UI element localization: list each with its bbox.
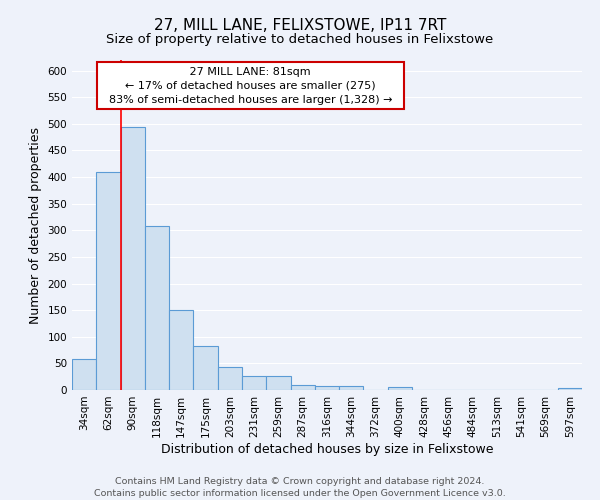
Text: 27, MILL LANE, FELIXSTOWE, IP11 7RT: 27, MILL LANE, FELIXSTOWE, IP11 7RT xyxy=(154,18,446,32)
Bar xyxy=(121,126,145,390)
Bar xyxy=(388,388,412,390)
Bar xyxy=(193,346,218,390)
Bar xyxy=(266,376,290,390)
Text: Size of property relative to detached houses in Felixstowe: Size of property relative to detached ho… xyxy=(106,32,494,46)
Bar xyxy=(558,388,582,390)
Bar xyxy=(242,376,266,390)
Text: 27 MILL LANE: 81sqm     
  ← 17% of detached houses are smaller (275)  
  83% of: 27 MILL LANE: 81sqm ← 17% of detached ho… xyxy=(102,66,399,104)
X-axis label: Distribution of detached houses by size in Felixstowe: Distribution of detached houses by size … xyxy=(161,442,493,456)
Y-axis label: Number of detached properties: Number of detached properties xyxy=(29,126,42,324)
Bar xyxy=(169,310,193,390)
Bar xyxy=(145,226,169,390)
Bar xyxy=(315,386,339,390)
Bar xyxy=(339,386,364,390)
Bar xyxy=(72,359,96,390)
Bar xyxy=(290,384,315,390)
Bar xyxy=(218,366,242,390)
Bar xyxy=(96,172,121,390)
Text: Contains HM Land Registry data © Crown copyright and database right 2024.
Contai: Contains HM Land Registry data © Crown c… xyxy=(94,476,506,498)
